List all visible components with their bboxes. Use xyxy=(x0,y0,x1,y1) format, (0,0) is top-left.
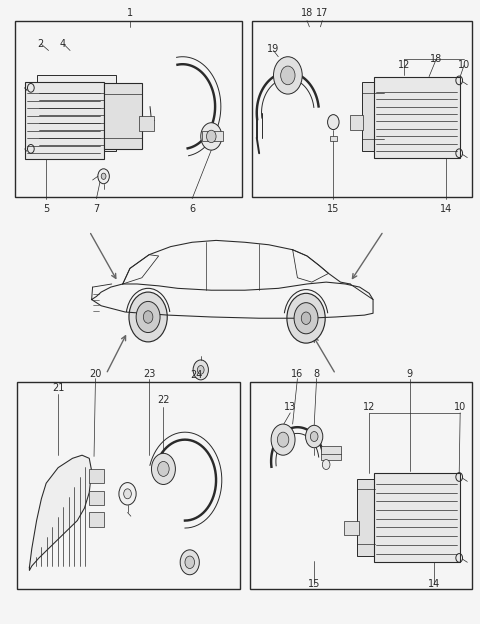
Circle shape xyxy=(287,293,325,343)
Circle shape xyxy=(327,115,339,130)
Text: 10: 10 xyxy=(454,402,466,412)
Circle shape xyxy=(119,482,136,505)
Text: 18: 18 xyxy=(430,54,443,64)
Text: 6: 6 xyxy=(189,204,195,214)
Text: 2: 2 xyxy=(37,39,43,49)
Circle shape xyxy=(129,292,167,342)
Circle shape xyxy=(157,461,169,476)
Text: 10: 10 xyxy=(458,61,470,71)
Bar xyxy=(350,115,363,130)
Circle shape xyxy=(201,123,222,150)
Bar xyxy=(322,446,340,460)
Bar xyxy=(357,479,375,556)
Text: 9: 9 xyxy=(407,369,413,379)
Bar xyxy=(24,82,104,160)
Bar xyxy=(344,520,359,535)
Bar xyxy=(15,21,242,197)
Circle shape xyxy=(311,432,318,442)
Circle shape xyxy=(180,550,199,575)
Circle shape xyxy=(124,489,132,499)
Bar xyxy=(89,512,104,527)
Text: 15: 15 xyxy=(308,579,320,589)
Bar xyxy=(89,490,104,505)
Circle shape xyxy=(101,173,106,179)
Text: 19: 19 xyxy=(267,44,280,54)
Text: 7: 7 xyxy=(93,204,99,214)
Circle shape xyxy=(306,426,323,448)
Text: 16: 16 xyxy=(291,369,303,379)
Circle shape xyxy=(193,360,208,380)
Text: 14: 14 xyxy=(440,204,452,214)
Text: 13: 13 xyxy=(284,402,296,412)
Circle shape xyxy=(277,432,289,447)
Circle shape xyxy=(98,169,109,183)
Text: 23: 23 xyxy=(143,369,155,379)
Circle shape xyxy=(271,424,295,455)
Circle shape xyxy=(323,459,330,469)
Polygon shape xyxy=(29,455,92,570)
Text: 15: 15 xyxy=(327,204,339,214)
Bar xyxy=(374,77,460,158)
Text: 1: 1 xyxy=(127,7,133,17)
Text: 12: 12 xyxy=(363,402,375,412)
Bar xyxy=(89,469,104,483)
Text: 14: 14 xyxy=(428,579,440,589)
Text: 8: 8 xyxy=(313,369,320,379)
Text: 21: 21 xyxy=(52,383,64,393)
Bar xyxy=(374,472,460,562)
Bar xyxy=(140,116,154,132)
Circle shape xyxy=(185,556,194,568)
Circle shape xyxy=(206,130,216,143)
Text: 4: 4 xyxy=(60,39,66,49)
Circle shape xyxy=(281,66,295,85)
Bar xyxy=(252,21,472,197)
Bar xyxy=(362,82,384,152)
Circle shape xyxy=(144,311,153,323)
Bar xyxy=(104,83,142,149)
Text: 22: 22 xyxy=(157,396,169,406)
Text: 17: 17 xyxy=(316,7,328,17)
Bar xyxy=(36,76,116,152)
Bar xyxy=(330,137,336,141)
Bar xyxy=(17,382,240,589)
Circle shape xyxy=(136,301,160,333)
Circle shape xyxy=(152,453,175,484)
Bar xyxy=(250,382,472,589)
Text: 18: 18 xyxy=(301,7,313,17)
Circle shape xyxy=(197,366,204,374)
Text: 5: 5 xyxy=(43,204,49,214)
Text: 20: 20 xyxy=(89,369,102,379)
Text: 24: 24 xyxy=(190,371,202,381)
Circle shape xyxy=(301,312,311,324)
Circle shape xyxy=(294,303,318,334)
Text: 12: 12 xyxy=(397,61,410,71)
Bar xyxy=(202,132,223,141)
Circle shape xyxy=(274,57,302,94)
